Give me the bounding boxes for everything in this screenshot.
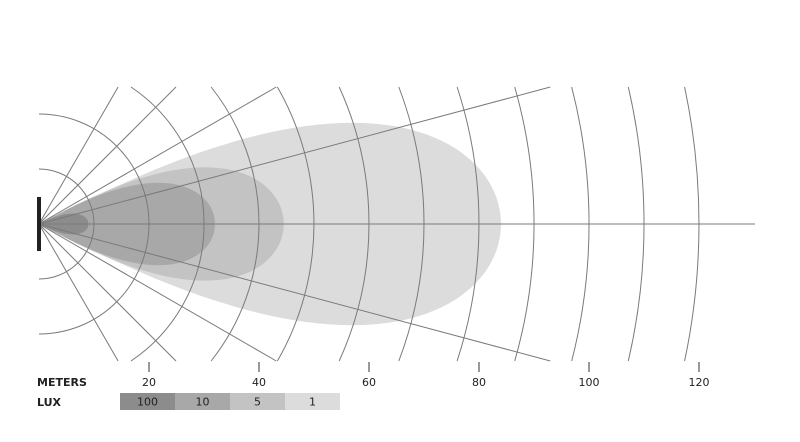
angle-ray--15deg bbox=[38, 223, 551, 362]
meters-tick-label: 80 bbox=[472, 376, 486, 389]
light-source-bar bbox=[37, 197, 41, 251]
meters-label: METERS bbox=[37, 376, 87, 389]
legend-swatch-lux-1 bbox=[285, 393, 340, 410]
meters-tick-label: 40 bbox=[252, 376, 266, 389]
angle-ray-60deg bbox=[38, 86, 119, 225]
meters-tick-label: 100 bbox=[579, 376, 600, 389]
legend-swatch-lux-5 bbox=[230, 393, 285, 410]
legend-label: 10 bbox=[196, 396, 210, 409]
angle-ray--60deg bbox=[38, 223, 119, 362]
meters-tick-label: 120 bbox=[689, 376, 710, 389]
legend-label: 1 bbox=[309, 396, 316, 409]
lux-label: LUX bbox=[37, 396, 62, 409]
angle-ray-15deg bbox=[38, 86, 551, 225]
legend-swatch-lux-10 bbox=[175, 393, 230, 410]
meters-tick-label: 60 bbox=[362, 376, 376, 389]
angle-ray-45deg bbox=[38, 86, 177, 225]
legend-label: 100 bbox=[137, 396, 158, 409]
angle-ray--45deg bbox=[38, 223, 177, 362]
angle-ray-30deg bbox=[38, 86, 277, 225]
angle-ray--30deg bbox=[38, 223, 277, 362]
legend-swatch-lux-100 bbox=[120, 393, 175, 410]
legend-label: 5 bbox=[254, 396, 261, 409]
meters-tick-label: 20 bbox=[142, 376, 156, 389]
